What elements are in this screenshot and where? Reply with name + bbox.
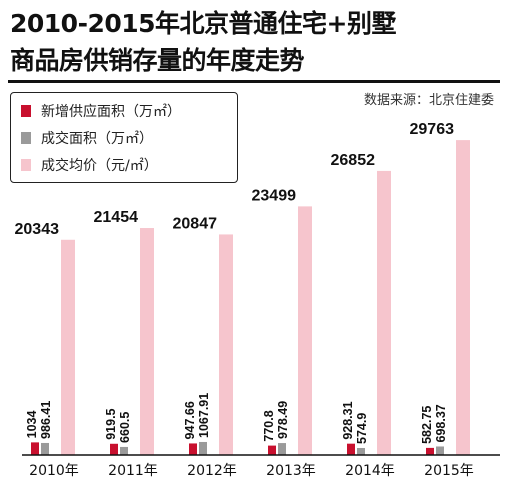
bar-deal-area	[278, 443, 286, 455]
bar-avg-price	[219, 234, 233, 455]
bar-avg-price	[298, 206, 312, 455]
x-tick-label: 2015年	[424, 463, 474, 479]
chart-title-line-2: 商品房供销存量的年度走势	[10, 46, 305, 75]
value-label-avg-price: 26852	[331, 152, 376, 169]
value-label-supply: 919.5	[104, 408, 118, 439]
value-label-deal-area: 698.37	[434, 404, 448, 442]
x-tick-label: 2014年	[345, 463, 395, 479]
bar-supply	[110, 443, 118, 455]
bar-avg-price	[140, 228, 154, 455]
legend-label-deal-area: 成交面积（万㎡）	[41, 130, 153, 147]
value-label-supply: 928.31	[341, 401, 355, 439]
bar-supply	[426, 447, 434, 455]
legend-item-avg-price: 成交均价（元/㎡）	[21, 151, 227, 178]
title-divider	[8, 80, 500, 83]
value-label-supply: 582.75	[420, 406, 434, 444]
chart-title-line-1: 2010-2015年北京普通住宅+别墅	[10, 9, 396, 38]
value-label-deal-area: 986.41	[39, 401, 53, 439]
legend-label-avg-price: 成交均价（元/㎡）	[41, 157, 158, 174]
bar-supply	[347, 443, 355, 455]
value-label-deal-area: 1067.91	[197, 393, 211, 438]
x-tick-label: 2012年	[187, 463, 237, 479]
value-label-avg-price: 29763	[410, 121, 455, 138]
bar-supply	[31, 442, 39, 455]
legend-swatch-avg-price	[21, 158, 31, 171]
value-label-supply: 770.8	[262, 410, 276, 441]
bar-deal-area	[199, 441, 207, 455]
value-label-supply: 1034	[25, 411, 39, 439]
legend-item-deal-area: 成交面积（万㎡）	[21, 124, 227, 151]
legend-item-supply: 新增供应面积（万㎡）	[21, 97, 227, 124]
bar-deal-area	[357, 447, 365, 455]
chart-legend: 新增供应面积（万㎡） 成交面积（万㎡） 成交均价（元/㎡）	[10, 92, 238, 183]
bar-avg-price	[456, 140, 470, 455]
legend-label-supply: 新增供应面积（万㎡）	[41, 103, 181, 120]
legend-swatch-deal-area	[21, 131, 31, 144]
value-label-avg-price: 21454	[94, 209, 139, 226]
value-label-avg-price: 20847	[173, 215, 218, 232]
bar-avg-price	[61, 239, 75, 455]
value-label-deal-area: 978.49	[276, 401, 290, 439]
value-label-deal-area: 574.9	[355, 413, 369, 444]
value-label-deal-area: 660.5	[118, 412, 132, 443]
bar-supply	[189, 443, 197, 455]
bar-deal-area	[436, 446, 444, 455]
value-label-avg-price: 23499	[252, 187, 297, 204]
bar-deal-area	[41, 442, 49, 455]
bar-deal-area	[120, 446, 128, 455]
data-source-note: 数据来源：北京住建委	[363, 93, 494, 108]
x-tick-label: 2013年	[266, 463, 316, 479]
x-tick-label: 2011年	[108, 463, 158, 479]
value-label-supply: 947.66	[183, 401, 197, 439]
legend-swatch-supply	[21, 104, 31, 117]
value-label-avg-price: 20343	[15, 221, 60, 238]
bar-supply	[268, 445, 276, 455]
x-tick-label: 2010年	[29, 463, 79, 479]
bar-avg-price	[377, 170, 391, 456]
